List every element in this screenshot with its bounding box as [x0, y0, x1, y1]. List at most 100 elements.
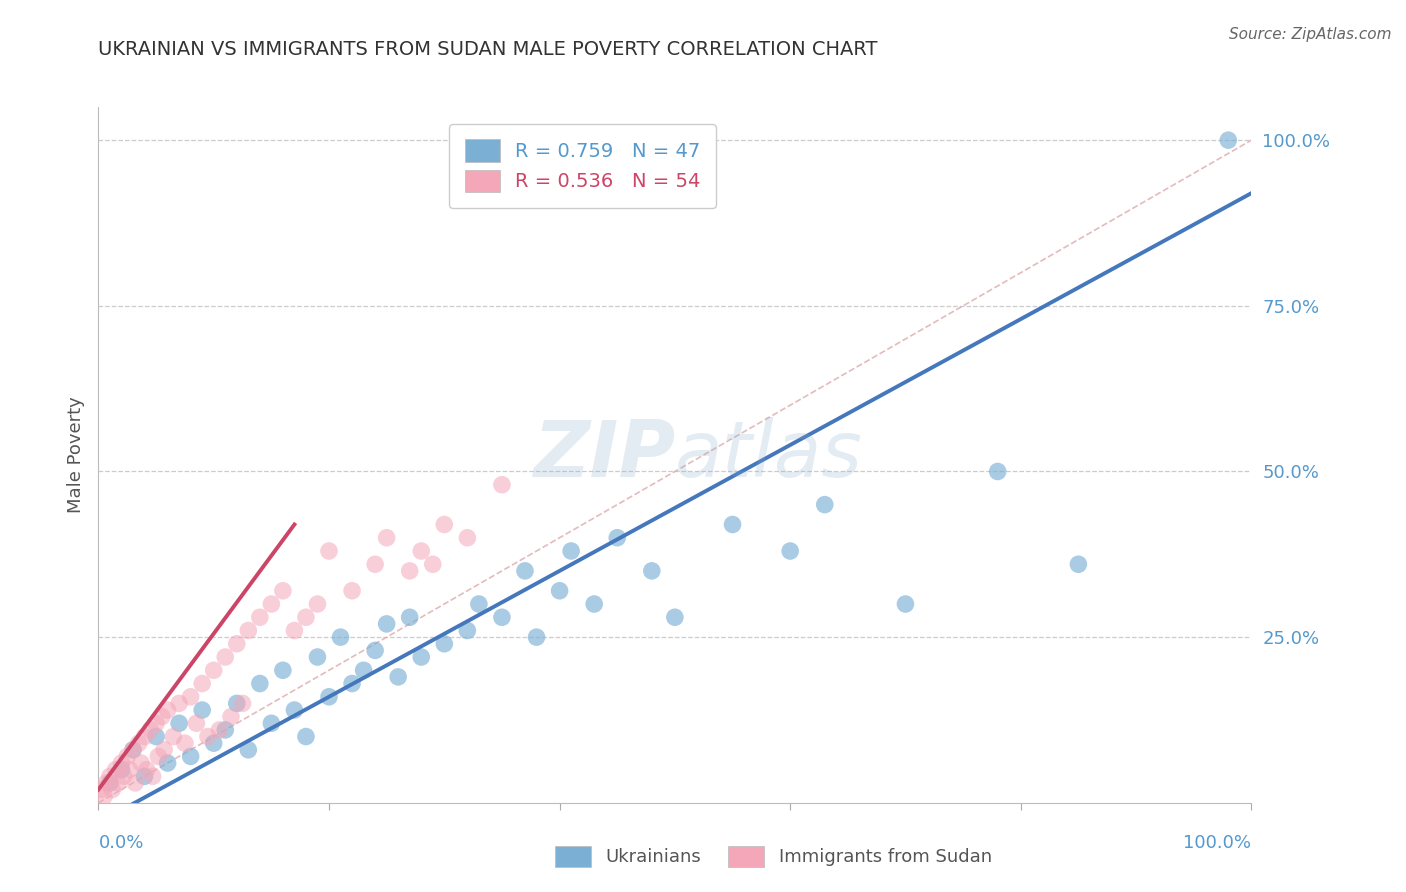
Point — [260, 716, 283, 731]
Point — [583, 597, 606, 611]
Point — [180, 690, 202, 704]
Legend: Ukrainians, Immigrants from Sudan: Ukrainians, Immigrants from Sudan — [547, 838, 1000, 874]
Point — [318, 544, 340, 558]
Point — [180, 749, 202, 764]
Point — [139, 723, 162, 737]
Point — [283, 624, 305, 638]
Point — [142, 769, 165, 783]
Point — [353, 663, 375, 677]
Point — [90, 782, 112, 797]
Text: ZIP: ZIP — [533, 417, 675, 493]
Point — [329, 630, 352, 644]
Point — [814, 498, 837, 512]
Point — [134, 769, 156, 783]
Point — [238, 624, 260, 638]
Point — [375, 616, 398, 631]
Point — [387, 670, 409, 684]
Y-axis label: Male Poverty: Male Poverty — [66, 397, 84, 513]
Point — [225, 697, 247, 711]
Point — [202, 736, 225, 750]
Point — [433, 637, 456, 651]
Point — [145, 716, 167, 731]
Point — [433, 517, 456, 532]
Point — [134, 730, 156, 744]
Point — [148, 749, 170, 764]
Point — [340, 583, 363, 598]
Point — [191, 703, 214, 717]
Point — [145, 730, 167, 744]
Point — [307, 650, 329, 665]
Point — [987, 465, 1010, 479]
Point — [208, 723, 231, 737]
Point — [526, 630, 548, 644]
Point — [214, 650, 236, 665]
Point — [153, 743, 176, 757]
Point — [214, 723, 236, 737]
Point — [197, 730, 219, 744]
Text: UKRAINIAN VS IMMIGRANTS FROM SUDAN MALE POVERTY CORRELATION CHART: UKRAINIAN VS IMMIGRANTS FROM SUDAN MALE … — [98, 40, 877, 59]
Point — [318, 690, 340, 704]
Point — [283, 703, 305, 717]
Point — [112, 769, 135, 783]
Point — [411, 544, 433, 558]
Point — [513, 564, 536, 578]
Point — [117, 749, 139, 764]
Point — [271, 663, 294, 677]
Point — [110, 756, 132, 770]
Point — [174, 736, 197, 750]
Point — [231, 697, 254, 711]
Text: 0.0%: 0.0% — [98, 834, 143, 852]
Point — [307, 597, 329, 611]
Point — [398, 610, 420, 624]
Text: atlas: atlas — [675, 417, 863, 493]
Point — [364, 643, 387, 657]
Point — [122, 743, 145, 757]
Point — [167, 697, 190, 711]
Point — [1218, 133, 1240, 147]
Point — [260, 597, 283, 611]
Point — [560, 544, 582, 558]
Point — [295, 730, 318, 744]
Point — [98, 769, 121, 783]
Point — [295, 610, 318, 624]
Point — [456, 624, 478, 638]
Point — [468, 597, 491, 611]
Point — [1067, 558, 1090, 572]
Point — [93, 789, 115, 804]
Point — [191, 676, 214, 690]
Point — [124, 776, 146, 790]
Legend: R = 0.759   N = 47, R = 0.536   N = 54: R = 0.759 N = 47, R = 0.536 N = 54 — [449, 124, 716, 208]
Point — [779, 544, 801, 558]
Point — [107, 776, 129, 790]
Point — [249, 610, 271, 624]
Point — [150, 709, 173, 723]
Point — [202, 663, 225, 677]
Point — [238, 743, 260, 757]
Point — [98, 776, 121, 790]
Point — [128, 736, 150, 750]
Point — [664, 610, 686, 624]
Point — [491, 477, 513, 491]
Point — [219, 709, 242, 723]
Point — [110, 763, 132, 777]
Point — [167, 716, 190, 731]
Point — [135, 763, 157, 777]
Text: 100.0%: 100.0% — [1184, 834, 1251, 852]
Point — [122, 743, 145, 757]
Point — [548, 583, 571, 598]
Point — [364, 558, 387, 572]
Text: Source: ZipAtlas.com: Source: ZipAtlas.com — [1229, 27, 1392, 42]
Point — [101, 782, 124, 797]
Point — [894, 597, 917, 611]
Point — [186, 716, 208, 731]
Point — [411, 650, 433, 665]
Point — [162, 730, 184, 744]
Point — [129, 756, 152, 770]
Point — [721, 517, 744, 532]
Point — [249, 676, 271, 690]
Point — [398, 564, 420, 578]
Point — [156, 756, 179, 770]
Point — [118, 763, 141, 777]
Point — [375, 531, 398, 545]
Point — [641, 564, 664, 578]
